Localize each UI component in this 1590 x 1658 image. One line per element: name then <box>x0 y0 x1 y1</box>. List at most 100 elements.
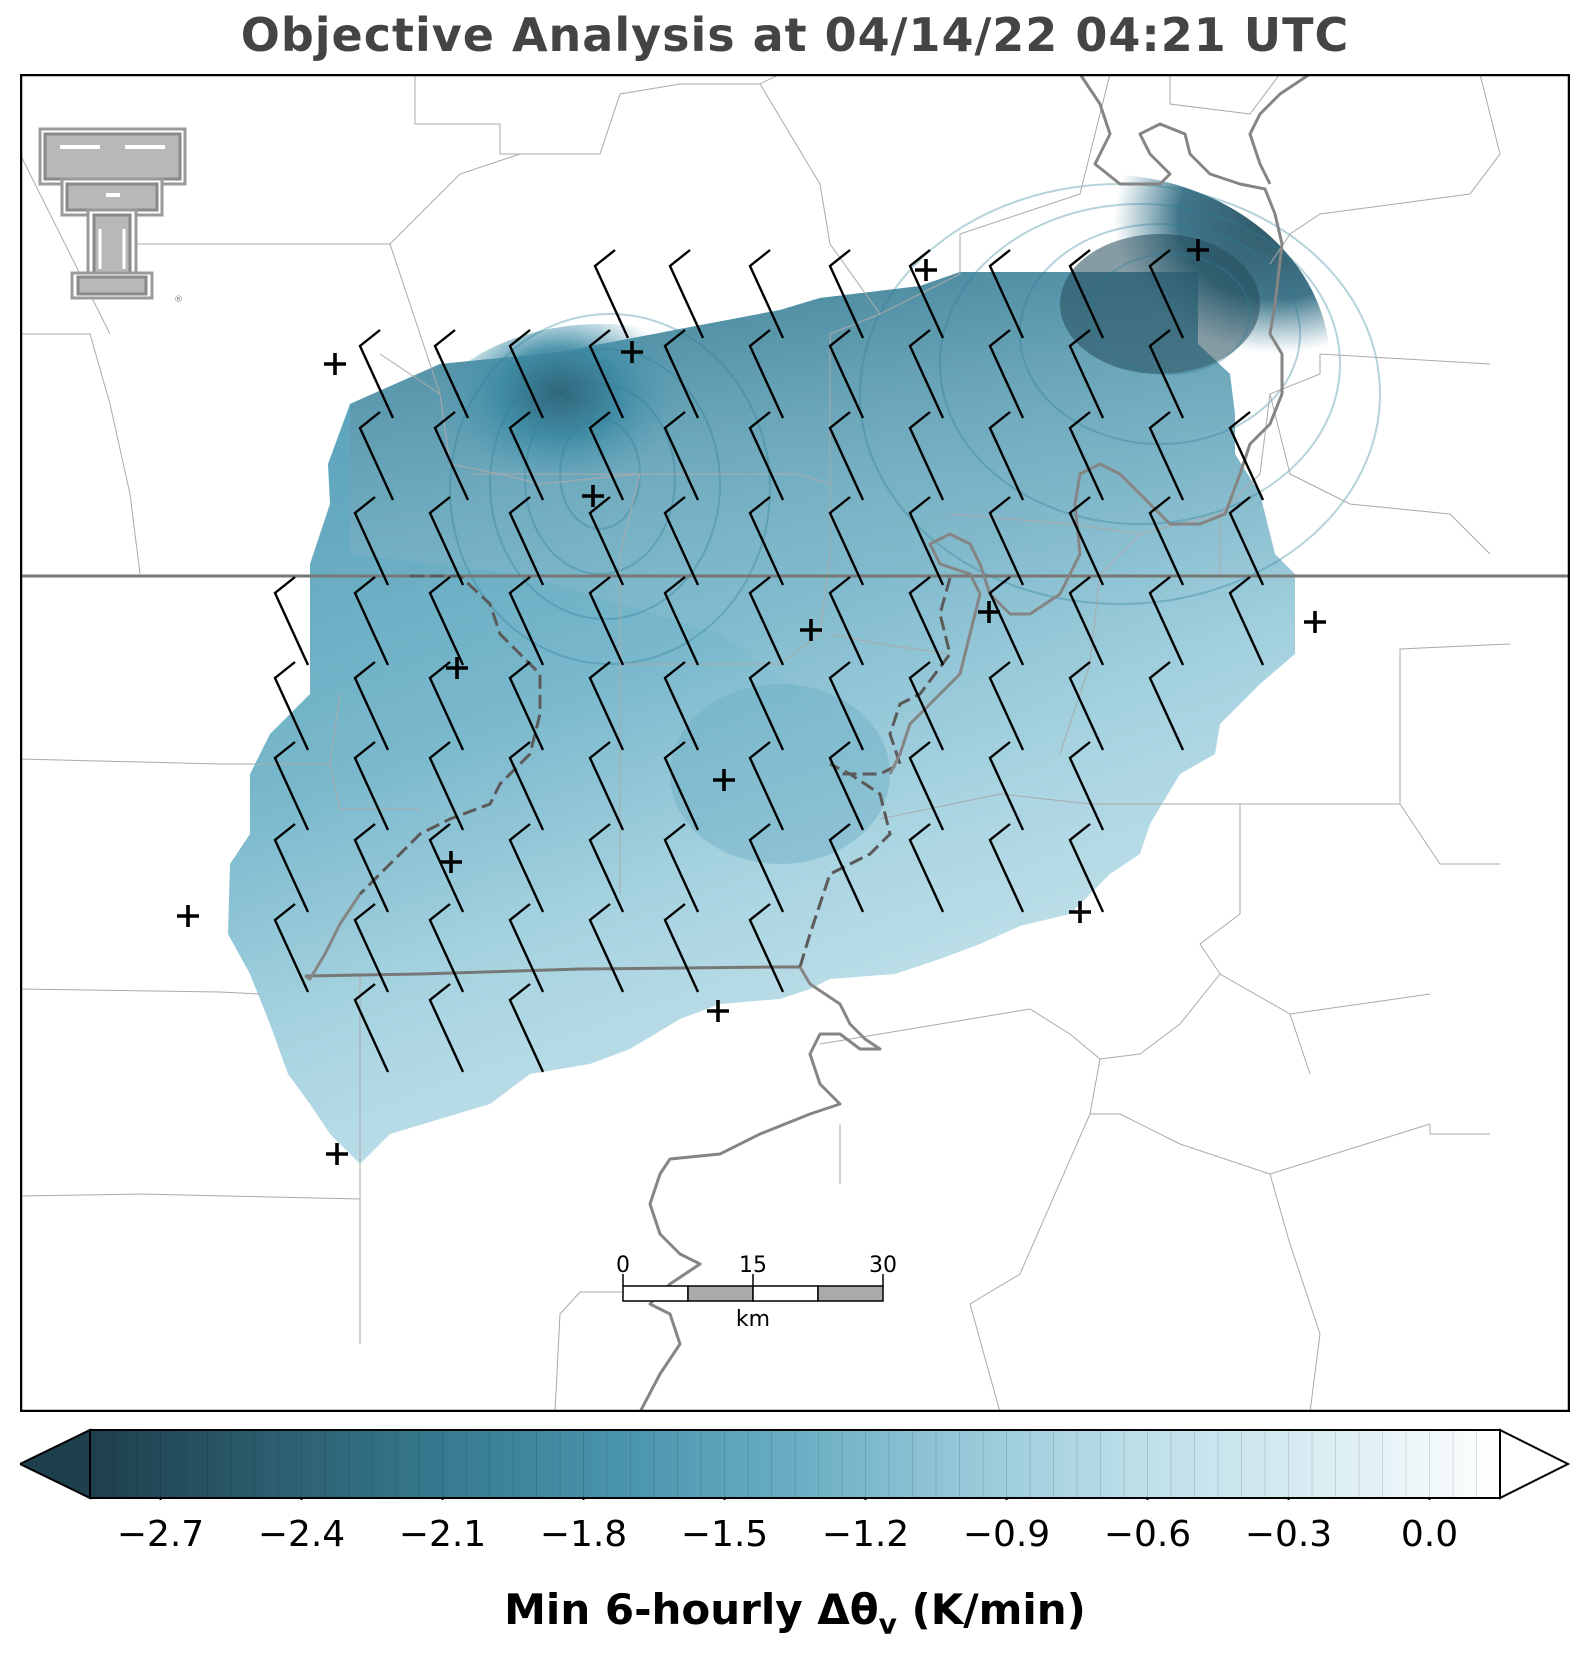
colorbar-label-units: (K/min) <box>911 1585 1086 1634</box>
wind-barb <box>273 661 310 751</box>
state-borders <box>20 574 1570 978</box>
colorbar-tick-labels: −2.7 −2.4 −2.1 −1.8 −1.5 −1.2 −0.9 −0.6 −0.3 0.0 <box>0 1500 1590 1560</box>
scale-bar: 0 15 30 km <box>616 1253 897 1332</box>
wind-barb <box>508 411 545 501</box>
colorbar-extend-high <box>1499 1428 1570 1500</box>
wind-barb <box>508 741 545 831</box>
wind-barb <box>1068 249 1105 339</box>
wind-barb <box>908 329 945 419</box>
wind-barb <box>828 329 865 419</box>
station-marker <box>1304 611 1326 633</box>
colorbar-tick-label: 0.0 <box>1400 1514 1459 1555</box>
wind-barb <box>428 903 465 993</box>
wind-barb <box>908 823 945 913</box>
wind-barb <box>988 249 1025 339</box>
wind-barb <box>353 983 390 1073</box>
wind-barb <box>908 576 945 666</box>
station-marker <box>177 905 199 927</box>
wind-barb <box>988 411 1025 501</box>
wind-barb <box>748 576 785 666</box>
wind-barb <box>663 661 700 751</box>
wind-barb <box>1068 329 1105 419</box>
wind-barb <box>988 741 1025 831</box>
wind-barb <box>428 661 465 751</box>
station-marker <box>800 619 822 641</box>
wind-barb <box>663 741 700 831</box>
wind-barb <box>1228 576 1265 666</box>
wind-barb <box>593 249 630 339</box>
wind-barb <box>588 823 625 913</box>
wind-barb <box>588 576 625 666</box>
wind-barb <box>663 411 700 501</box>
wind-barb <box>273 903 310 993</box>
wind-barb <box>988 576 1025 666</box>
colorbar-tick-label: −0.6 <box>1103 1514 1192 1555</box>
wind-barb <box>663 823 700 913</box>
wind-barb <box>428 576 465 666</box>
wind-barb <box>1148 496 1185 586</box>
colorbar-label: Min 6-hourly Δθv (K/min) <box>0 1585 1590 1640</box>
colorbar-tick-label: −2.1 <box>398 1514 487 1555</box>
station-marker <box>1187 239 1209 261</box>
wind-barb <box>663 496 700 586</box>
wind-barb <box>1148 661 1185 751</box>
station-marker <box>713 769 735 791</box>
map-title: Objective Analysis at 04/14/22 04:21 UTC <box>240 8 1350 62</box>
wind-barb <box>353 903 390 993</box>
wind-barb <box>273 741 310 831</box>
station-marker <box>326 1143 348 1165</box>
wind-barb <box>428 983 465 1073</box>
colorbar-tick-label: −0.9 <box>962 1514 1051 1555</box>
wind-barb <box>588 329 625 419</box>
station-marker <box>582 485 604 507</box>
texas-tech-double-t-logo: ® <box>38 127 187 305</box>
wind-barb <box>663 329 700 419</box>
wind-barb <box>588 661 625 751</box>
wind-barb <box>1068 823 1105 913</box>
wind-barb <box>588 903 625 993</box>
wind-barb <box>908 496 945 586</box>
wind-barb <box>1068 576 1105 666</box>
station-marker <box>978 601 1000 623</box>
colorbar-tick-label: −1.5 <box>680 1514 769 1555</box>
colorbar-tick-label: −0.3 <box>1244 1514 1333 1555</box>
wind-barb <box>588 741 625 831</box>
colorbar-tick-label: −2.7 <box>116 1514 205 1555</box>
station-marker <box>1069 901 1091 923</box>
wind-barb <box>668 249 705 339</box>
colorbar <box>20 1428 1570 1500</box>
wind-barb <box>828 249 865 339</box>
wind-barb <box>828 823 865 913</box>
station-marker <box>324 353 346 375</box>
wind-barb <box>358 411 395 501</box>
wind-barb <box>508 661 545 751</box>
wind-barb <box>1068 496 1105 586</box>
wind-barb <box>748 823 785 913</box>
colorbar-body <box>89 1429 1501 1499</box>
wind-barb <box>828 411 865 501</box>
wind-barb <box>353 496 390 586</box>
map-panel: ® 0 15 30 km <box>20 74 1570 1412</box>
scale-unit-label: km <box>736 1307 770 1332</box>
wind-barb <box>748 903 785 993</box>
wind-barb <box>1068 411 1105 501</box>
wind-barb <box>508 903 545 993</box>
wind-barb <box>588 496 625 586</box>
county-borders <box>20 74 1511 1412</box>
wind-barb <box>1228 496 1265 586</box>
wind-barb <box>748 329 785 419</box>
colorbar-label-subscript: v <box>878 1607 897 1641</box>
station-markers <box>177 239 1326 1165</box>
wind-barb <box>273 576 310 666</box>
wind-barb <box>508 983 545 1073</box>
wind-barb <box>1068 741 1105 831</box>
scale-label-0: 0 <box>616 1253 630 1278</box>
wind-barb <box>828 496 865 586</box>
wind-barb <box>433 411 470 501</box>
station-marker <box>446 657 468 679</box>
scale-label-30: 30 <box>869 1253 897 1278</box>
wind-barb <box>353 661 390 751</box>
wind-barb <box>1228 411 1265 501</box>
wind-barb <box>1148 249 1185 339</box>
wind-barb <box>748 249 785 339</box>
